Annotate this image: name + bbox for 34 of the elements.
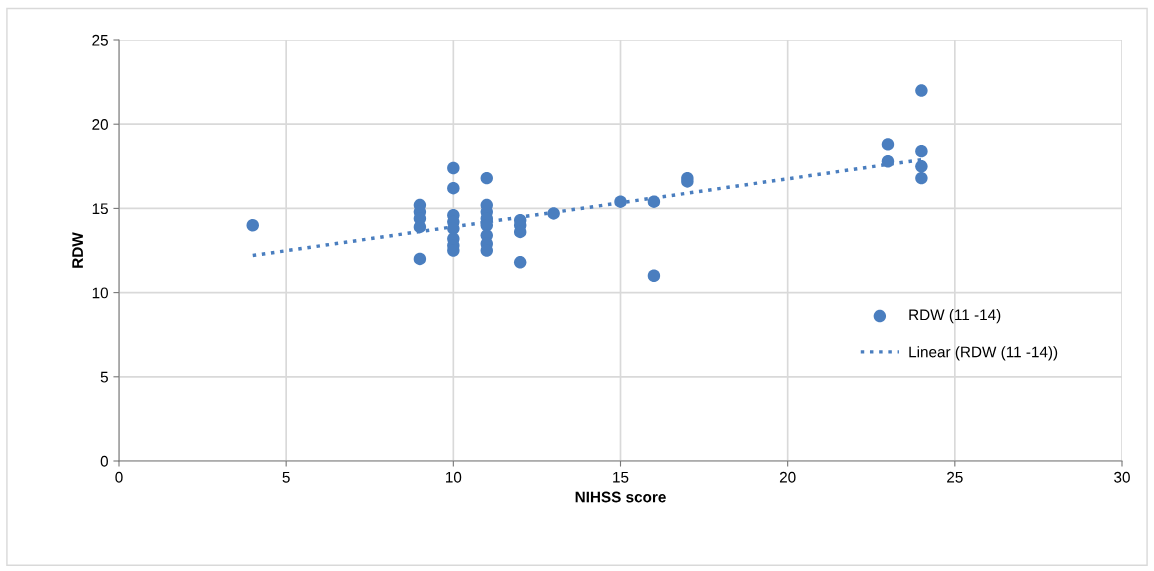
point xyxy=(447,161,460,175)
legend-label: RDW (11 -14) xyxy=(909,309,1001,324)
x-tick-label: 30 xyxy=(1114,471,1130,483)
x-tick-label: 25 xyxy=(947,471,963,483)
point xyxy=(881,138,895,151)
point xyxy=(881,155,895,168)
point xyxy=(614,195,627,208)
point xyxy=(915,84,928,97)
point xyxy=(547,207,560,220)
x-tick-label: 20 xyxy=(779,471,796,483)
point xyxy=(447,181,460,195)
y-tick-label: 5 xyxy=(100,371,108,383)
x-tick-label: 10 xyxy=(446,471,462,483)
x-tick-label: 15 xyxy=(613,471,629,483)
y-tick-label: 20 xyxy=(92,119,108,130)
y-tick-label: 10 xyxy=(92,287,108,299)
x-tick-label: 5 xyxy=(282,471,290,483)
point xyxy=(246,219,259,232)
y-axis-title: RDW xyxy=(72,232,83,268)
legend-label: Linear (RDW (11 -14)) xyxy=(909,346,1058,361)
y-tick-label: 25 xyxy=(92,34,108,46)
x-tick-label: 0 xyxy=(115,471,123,483)
x-axis-title: NIHSS score xyxy=(575,491,666,503)
y-tick-label: 15 xyxy=(92,203,108,215)
point xyxy=(413,220,427,234)
y-tick-label: 0 xyxy=(100,455,108,467)
point xyxy=(480,171,493,185)
point xyxy=(915,171,928,185)
point xyxy=(647,269,661,282)
point xyxy=(513,256,527,269)
point xyxy=(915,160,928,173)
point xyxy=(915,144,928,158)
point xyxy=(647,195,661,208)
point xyxy=(413,252,427,266)
